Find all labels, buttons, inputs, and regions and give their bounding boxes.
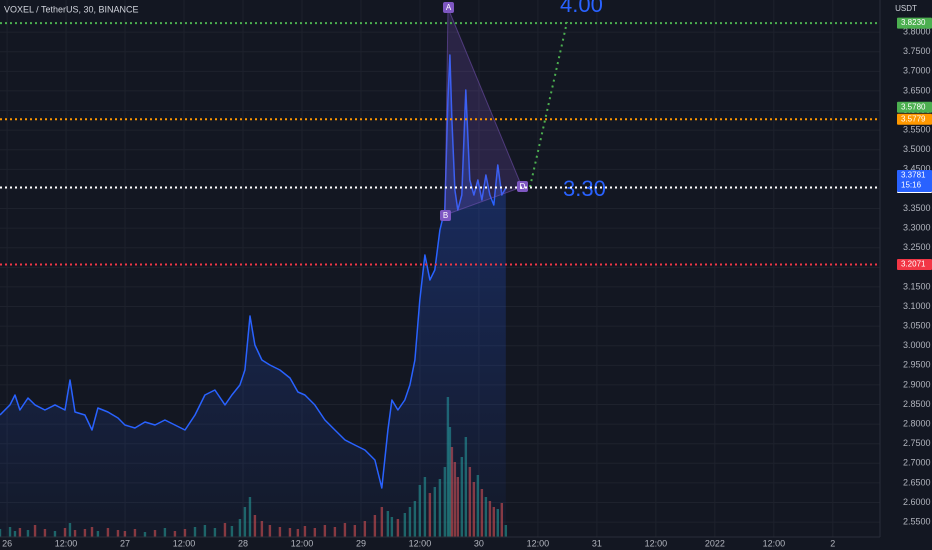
pattern-triangle: [444, 7, 523, 216]
x-tick-label: 12:00: [173, 538, 196, 548]
x-tick-label: 27: [120, 538, 130, 548]
x-tick-label: 12:00: [409, 538, 432, 548]
axis-layer: 2.5500 2.6000 2.6500 2.7000 2.7500 2.8000 2.85…: [2, 17, 932, 548]
y-tick-label: 3.3000: [903, 223, 931, 233]
price-tag: [897, 113, 932, 125]
price-tag-sublabel: 15:16: [901, 181, 922, 190]
y-tick-label: 3.4500: [903, 164, 931, 174]
x-tick-label: 29: [356, 538, 366, 548]
y-tick-label: 3.0000: [903, 340, 931, 350]
y-tick-label: 2.9500: [903, 360, 931, 370]
price-tag-label: 3.5779: [901, 114, 926, 123]
price-tag: [897, 170, 932, 193]
y-tick-label: 3.7500: [903, 46, 931, 56]
point-label: B: [443, 211, 448, 220]
price-tag: [897, 17, 932, 29]
x-tick-label: 26: [2, 538, 12, 548]
point-label: A: [446, 3, 452, 12]
price-tag-label: 3.3781: [901, 171, 926, 180]
y-tick-label: 3.5500: [903, 125, 931, 135]
x-tick-label: 31: [592, 538, 602, 548]
price-area: [0, 55, 506, 537]
y-tick-label: 2.5500: [903, 516, 931, 526]
price-tag-label: 3.5780: [901, 102, 926, 111]
y-tick-label: 3.1500: [903, 281, 931, 291]
annotation-text: 3.30: [563, 176, 606, 201]
chart-title: VOXEL / TetherUS, 30, BINANCE: [4, 4, 139, 14]
y-tick-label: 3.8000: [903, 27, 931, 37]
volume-bar: [504, 525, 508, 537]
price-line: [0, 54, 507, 489]
y-tick-label: 2.7500: [903, 438, 931, 448]
x-tick-label: 12:00: [55, 538, 78, 548]
price-tag-label: 3.8230: [901, 18, 926, 27]
price-tag: [897, 259, 932, 271]
y-tick-label: 2.6000: [903, 497, 931, 507]
x-tick-label: 2022: [705, 538, 725, 548]
point-marker: [440, 210, 451, 221]
x-tick-label: 30: [474, 538, 484, 548]
x-tick-label: 2: [830, 538, 835, 548]
x-tick-label: 28: [238, 538, 248, 548]
point-marker: [517, 181, 528, 192]
y-tick-label: 3.5000: [903, 144, 931, 154]
y-tick-label: 2.7000: [903, 458, 931, 468]
x-tick-label: 12:00: [527, 538, 550, 548]
line-layer: [0, 54, 507, 537]
y-tick-label: 2.8000: [903, 418, 931, 428]
x-tick-label: 12:00: [645, 538, 668, 548]
y-axis-label: USDT: [895, 4, 917, 13]
y-tick-label: 3.1000: [903, 301, 931, 311]
price-tag-label: 3.2071: [901, 260, 926, 269]
x-tick-label: 12:00: [291, 538, 314, 548]
y-tick-label: 3.3500: [903, 203, 931, 213]
price-axis: [880, 0, 932, 550]
annotation-text: 4.00: [560, 0, 603, 17]
y-tick-label: 3.6500: [903, 85, 931, 95]
y-tick-label: 2.9000: [903, 379, 931, 389]
y-tick-label: 3.2500: [903, 242, 931, 252]
x-tick-label: 12:00: [763, 538, 786, 548]
projection-line: [529, 21, 568, 188]
point-marker: [443, 2, 454, 13]
y-tick-label: 3.7000: [903, 66, 931, 76]
level-layer: [0, 22, 880, 266]
point-label: D: [520, 182, 526, 191]
y-tick-label: 2.6500: [903, 477, 931, 487]
price-tag: [897, 101, 932, 113]
time-axis: [0, 537, 932, 550]
y-tick-label: 3.0500: [903, 320, 931, 330]
y-tick-label: 2.8500: [903, 399, 931, 409]
